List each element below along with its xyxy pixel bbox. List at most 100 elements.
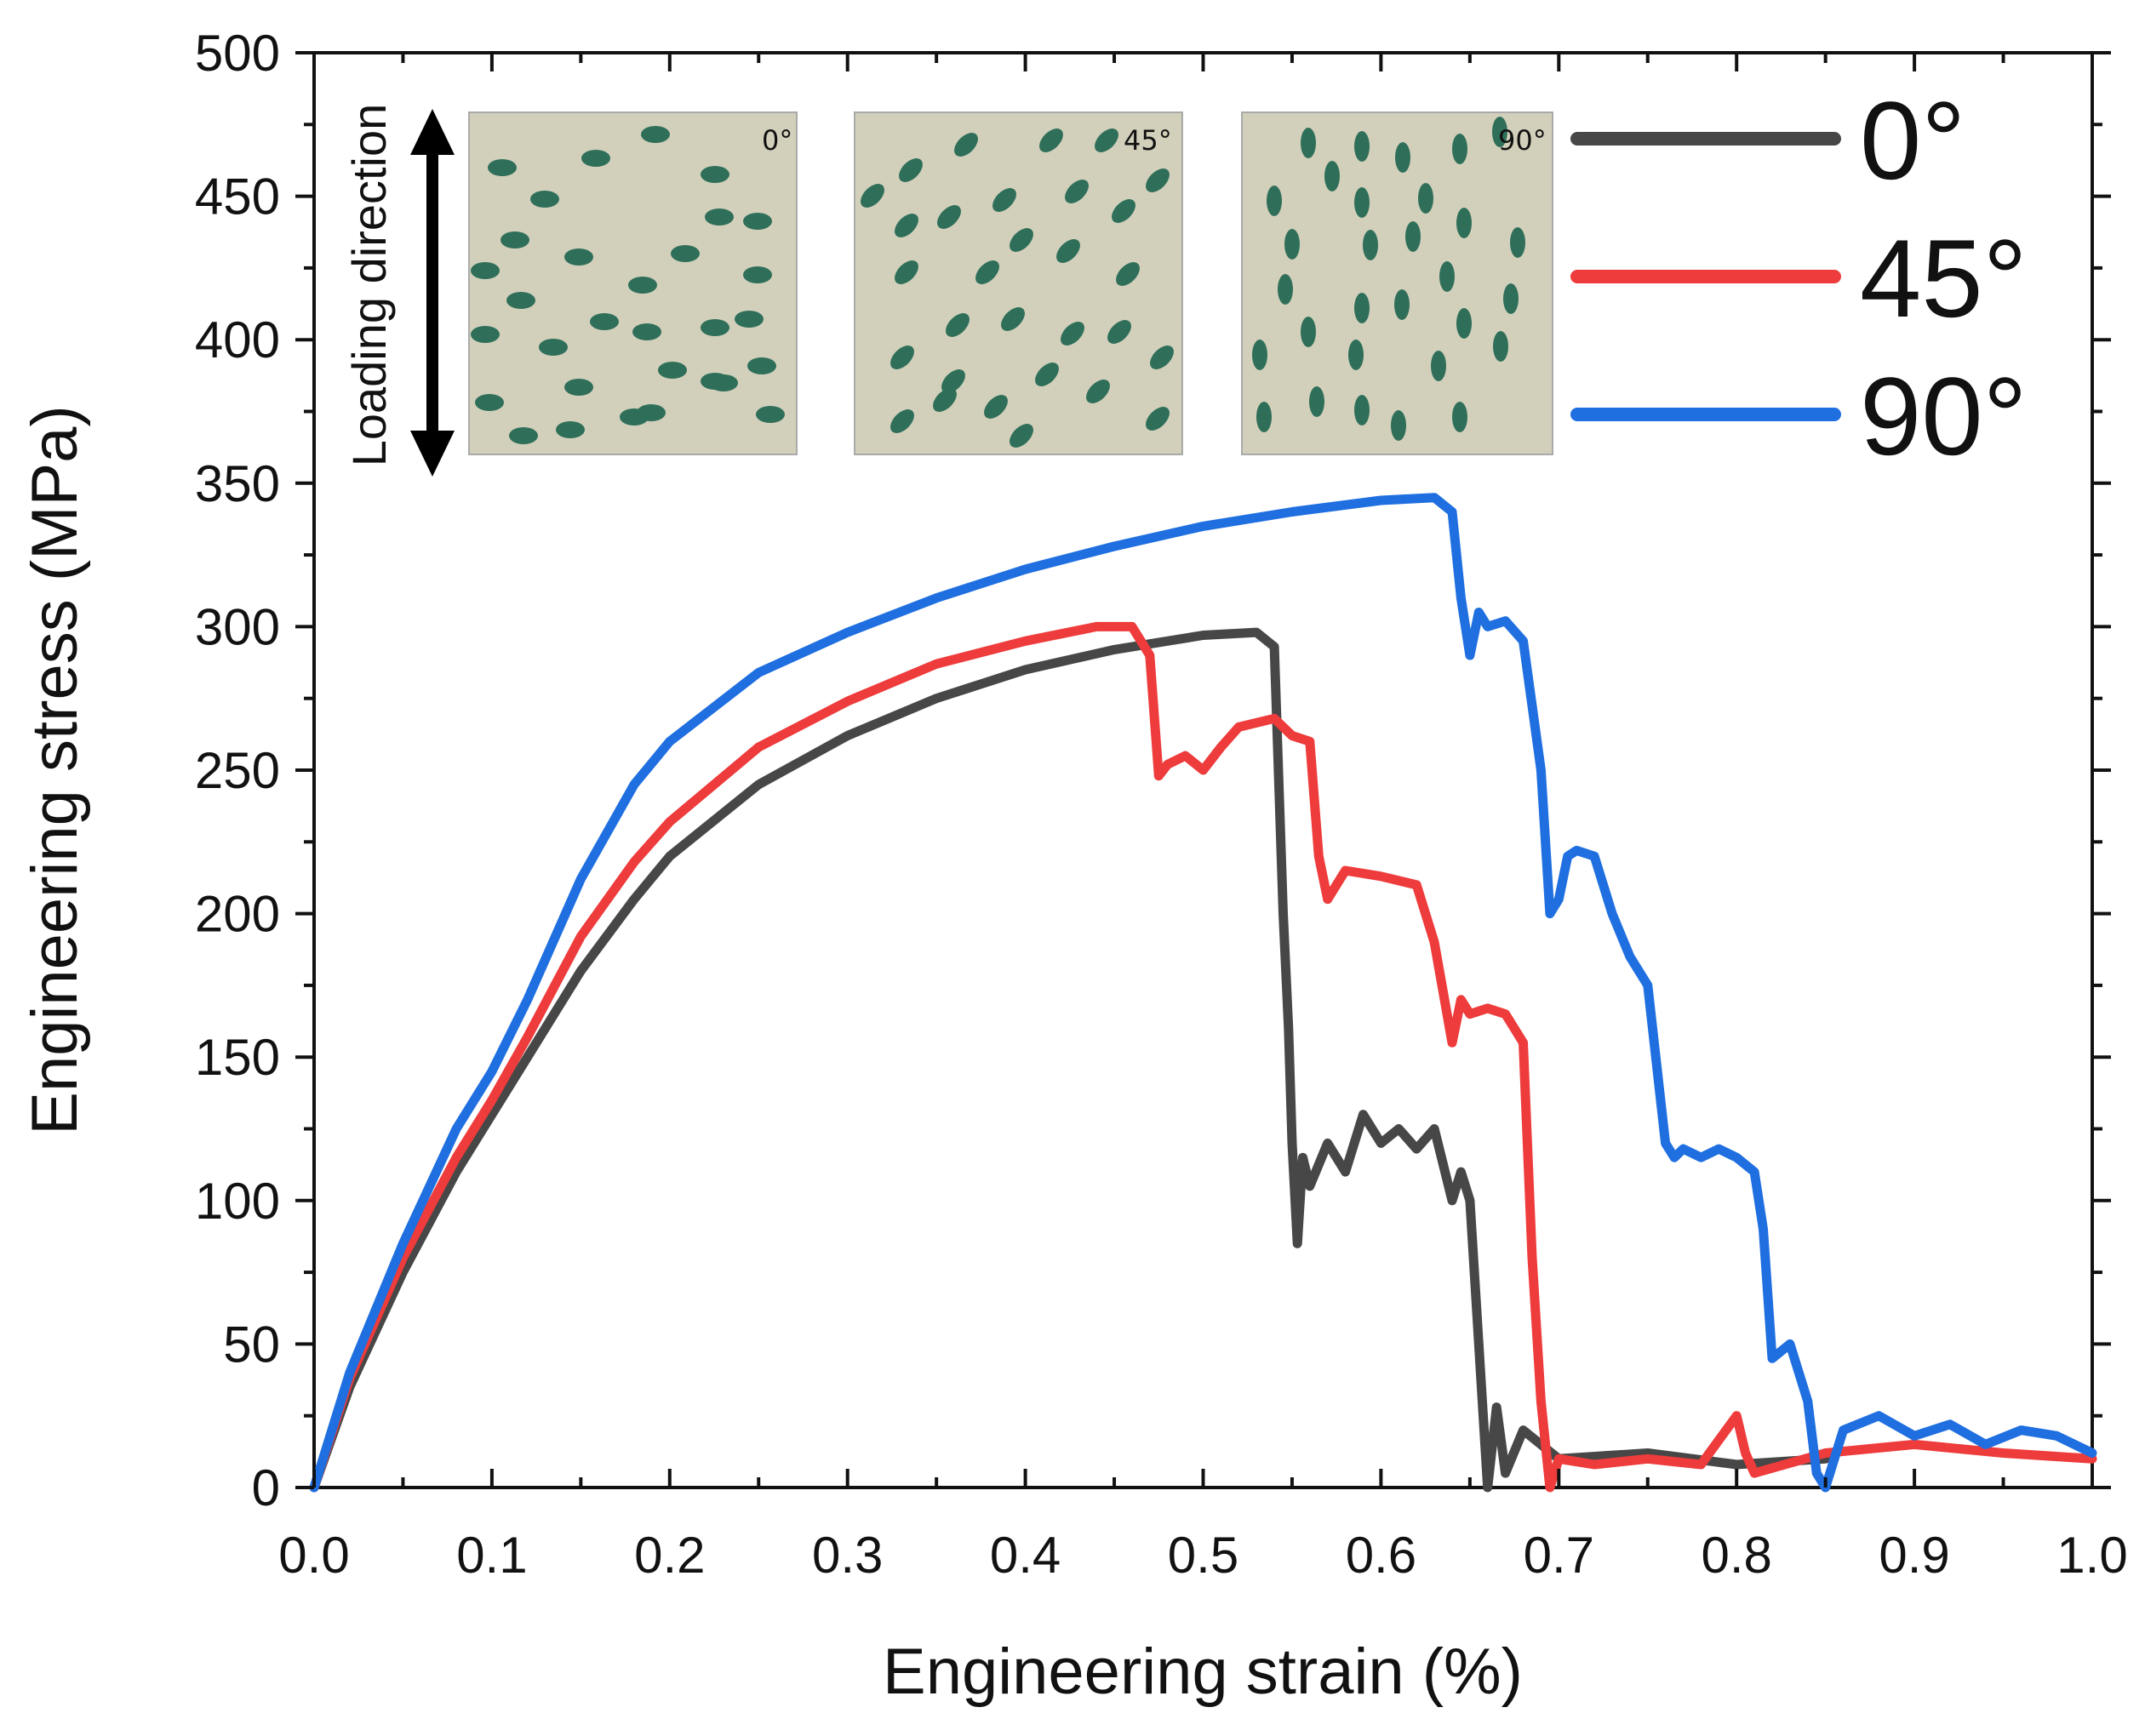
inclusion-particle <box>743 213 772 230</box>
inclusion-particle <box>1065 180 1089 203</box>
series-line-2 <box>309 493 2097 1493</box>
inset-panel-label-90: 90° <box>1498 124 1547 157</box>
inclusion-particle <box>705 208 734 226</box>
inset-panel-90 <box>1241 111 1553 455</box>
series-line-1 <box>309 621 2097 1493</box>
inclusion-particle <box>1363 230 1378 260</box>
inclusion-particle <box>1056 239 1080 263</box>
inclusion-particle <box>1001 307 1025 331</box>
legend: 0° 45° 90° <box>1570 78 2028 478</box>
inclusion-particle <box>1405 221 1421 252</box>
inclusion-particles <box>471 117 1525 448</box>
inclusion-particle <box>1116 262 1140 286</box>
inclusion-particle <box>1354 293 1370 323</box>
inclusion-particle <box>1086 380 1110 403</box>
inclusion-particle <box>1348 340 1364 370</box>
tick-layer: 0.0 0.1 0.2 0.3 0.4 0.5 0.6 0.7 0.8 0.9 1.0 0 50 100 1… <box>195 25 2128 1584</box>
inclusion-particle <box>747 357 776 374</box>
legend-label-1: 45° <box>1860 216 2028 340</box>
inclusion-particle <box>1301 317 1316 347</box>
inclusion-particle <box>1095 128 1118 152</box>
legend-label-2: 90° <box>1860 354 2028 478</box>
inclusion-particle <box>1452 402 1467 432</box>
inclusion-particle <box>488 159 517 176</box>
inclusion-particle <box>1492 117 1507 147</box>
inclusion-particle <box>1391 410 1406 441</box>
inclusion-particle <box>1301 128 1316 158</box>
inclusion-particle <box>937 205 961 229</box>
inclusion-particle <box>581 150 610 167</box>
inclusion-particle <box>530 191 559 208</box>
inclusion-particle <box>941 369 965 393</box>
inclusion-particle <box>1354 187 1370 218</box>
inclusion-particle <box>890 345 914 369</box>
inclusion-particle <box>1278 274 1293 305</box>
inclusion-particle <box>1150 345 1174 369</box>
inclusion-particle <box>899 158 923 182</box>
inclusion-particle <box>1267 186 1282 216</box>
inclusion-particle <box>756 406 785 423</box>
inclusion-particle <box>1256 402 1272 432</box>
inclusion-particle <box>1452 134 1467 164</box>
inclusion-particle <box>1039 128 1063 152</box>
inclusion-particle <box>539 339 568 356</box>
y-axis-title: Engineering stress (MPa) <box>19 405 91 1134</box>
inclusion-particle <box>895 260 918 284</box>
inclusion-particle <box>1395 142 1410 173</box>
inset-panel-label-45: 45° <box>1124 124 1172 157</box>
inclusion-particle <box>1107 320 1131 344</box>
inclusion-particle <box>1309 386 1324 417</box>
inclusion-particle <box>671 245 700 262</box>
inclusion-particle <box>500 231 529 248</box>
inclusion-particle <box>743 266 772 283</box>
inclusion-particle <box>641 126 670 143</box>
y-tick-label: 100 <box>195 1173 280 1230</box>
legend-label-0: 0° <box>1860 78 1965 203</box>
inclusion-particle <box>701 319 729 336</box>
x-tick-label: 0.8 <box>1701 1527 1771 1584</box>
y-tick-label: 400 <box>195 311 280 368</box>
inclusion-particle <box>1146 168 1170 192</box>
inclusion-particle <box>992 188 1016 212</box>
inclusion-particle <box>890 409 914 433</box>
y-tick-label: 500 <box>195 25 280 82</box>
inclusion-particle <box>658 362 687 379</box>
inclusion-particle <box>954 133 978 157</box>
inclusion-particle <box>984 395 1008 419</box>
x-axis-title: Engineering strain (%) <box>883 1636 1523 1708</box>
inclusion-particle <box>590 313 619 330</box>
inclusion-particle <box>1112 199 1135 223</box>
inclusion-particle <box>1510 227 1525 258</box>
inclusion-particle <box>628 277 657 294</box>
inclusion-particle <box>471 262 500 279</box>
x-tick-label: 0.9 <box>1879 1527 1949 1584</box>
inclusion-particle <box>701 166 729 183</box>
inclusion-particle <box>709 374 738 391</box>
inclusion-particle <box>506 292 535 309</box>
inclusion-particle <box>946 313 970 337</box>
x-tick-label: 0.2 <box>634 1527 705 1584</box>
y-tick-label: 150 <box>195 1029 280 1086</box>
y-tick-label: 300 <box>195 598 280 655</box>
inclusion-particle <box>933 388 957 412</box>
x-tick-label: 0.1 <box>456 1527 527 1584</box>
inclusion-particle <box>1354 395 1370 425</box>
inclusion-particle <box>861 184 884 208</box>
inclusion-particle <box>1324 161 1340 191</box>
inclusion-particle <box>1431 351 1446 381</box>
inclusion-particle <box>637 404 666 421</box>
inclusion-particle <box>564 379 593 396</box>
y-tick-label: 0 <box>252 1459 280 1516</box>
inclusion-particle <box>895 214 918 237</box>
inclusion-particle <box>1456 208 1472 238</box>
inclusion-particle <box>509 427 538 444</box>
x-tick-label: 0.5 <box>1168 1527 1238 1584</box>
inclusion-particle <box>1061 322 1084 345</box>
inclusion-particle <box>471 326 500 343</box>
series-line-0 <box>309 627 1831 1493</box>
series-layer <box>309 493 2097 1493</box>
inclusion-particle <box>1010 424 1033 448</box>
y-tick-label: 50 <box>223 1316 280 1373</box>
inclusion-particle <box>1354 131 1370 162</box>
